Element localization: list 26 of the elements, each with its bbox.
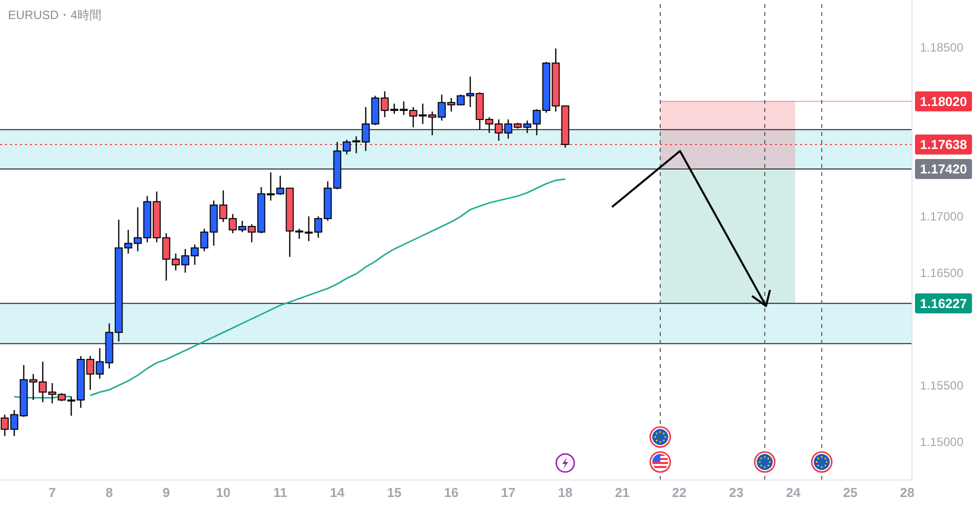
text: EURUSD・4時間: [8, 7, 102, 24]
x-tick-label: 8: [106, 485, 113, 500]
y-tick-label: 1.17000: [920, 210, 964, 224]
x-tick-label: 7: [48, 485, 56, 500]
x-tick-label: 10: [216, 485, 230, 500]
x-tick-label: 11: [273, 485, 288, 500]
y-tick-label: 1.18500: [920, 40, 964, 55]
ref-line-label: 1.17420: [920, 162, 967, 177]
x-tick-label: 21: [615, 485, 630, 500]
x-tick-label: 23: [729, 485, 744, 500]
ref-line-label: 1.18020: [920, 94, 967, 109]
ref-line-label: 1.16227: [920, 296, 967, 311]
x-tick-label: 28: [900, 485, 914, 500]
x-tick-label: 18: [558, 485, 572, 500]
x-tick-label: 14: [330, 485, 346, 500]
y-tick-label: 1.15500: [920, 378, 964, 393]
x-tick-label: 25: [843, 485, 858, 500]
x-tick-label: 15: [387, 485, 402, 500]
ref-line-label: 1.17638: [920, 136, 967, 152]
y-tick-label: 1.15000: [920, 434, 964, 449]
x-tick-label: 17: [501, 485, 516, 500]
y-tick-label: 1.16500: [920, 266, 964, 280]
x-tick-label: 16: [444, 485, 458, 500]
x-tick-label: 22: [672, 485, 686, 500]
x-tick-label: 24: [786, 485, 802, 500]
x-tick-label: 9: [162, 485, 170, 500]
